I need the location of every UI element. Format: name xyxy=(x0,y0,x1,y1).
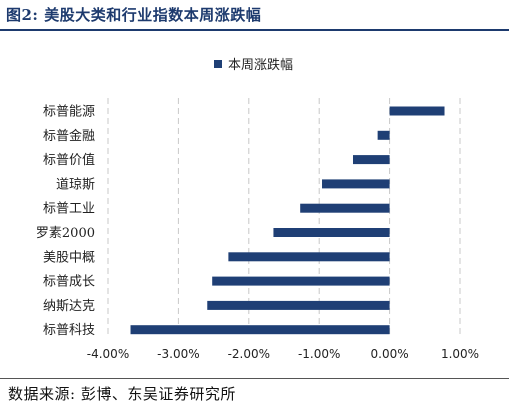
category-label: 标普工业 xyxy=(43,202,95,217)
x-tick-label: -4.00% xyxy=(87,347,129,361)
figure-source: 数据来源: 彭博、东吴证券研究所 xyxy=(8,385,236,403)
category-label: 标普价值 xyxy=(43,152,95,168)
legend-label: 本周涨跌幅 xyxy=(228,57,293,73)
bar xyxy=(322,179,390,189)
category-label: 纳斯达克 xyxy=(43,299,95,314)
category-label: 道琼斯 xyxy=(56,177,95,192)
bar xyxy=(207,300,390,310)
grid-lines xyxy=(107,98,461,338)
category-label: 美股中概 xyxy=(43,250,95,265)
category-label: 标普科技 xyxy=(43,323,95,338)
legend-swatch xyxy=(214,60,222,68)
category-label: 标普金融 xyxy=(43,128,95,144)
bar xyxy=(212,276,390,286)
x-tick-label: -3.00% xyxy=(157,347,199,361)
x-tick-label: -2.00% xyxy=(228,347,270,361)
bars xyxy=(130,106,445,335)
bar xyxy=(228,252,390,262)
x-tick-label: 1.00% xyxy=(441,347,479,361)
title-rule xyxy=(0,29,509,31)
bar xyxy=(389,106,445,116)
figure-title: 图2: 美股大类和行业指数本周涨跌幅 xyxy=(6,6,262,24)
category-label: 罗素2000 xyxy=(36,226,95,241)
bar xyxy=(130,325,390,335)
source-rule xyxy=(0,378,509,379)
x-tick-labels: -4.00% -3.00% -2.00% -1.00% 0.00% 1.00% xyxy=(87,347,479,361)
bar xyxy=(352,155,390,165)
x-tick-label: 0.00% xyxy=(371,347,409,361)
legend: 本周涨跌幅 xyxy=(214,57,293,73)
x-tick-label: -1.00% xyxy=(298,347,340,361)
bar xyxy=(300,203,390,213)
category-label: 标普能源 xyxy=(43,105,95,120)
bar xyxy=(377,130,390,140)
category-label: 标普成长 xyxy=(43,275,95,290)
bar xyxy=(273,228,390,237)
